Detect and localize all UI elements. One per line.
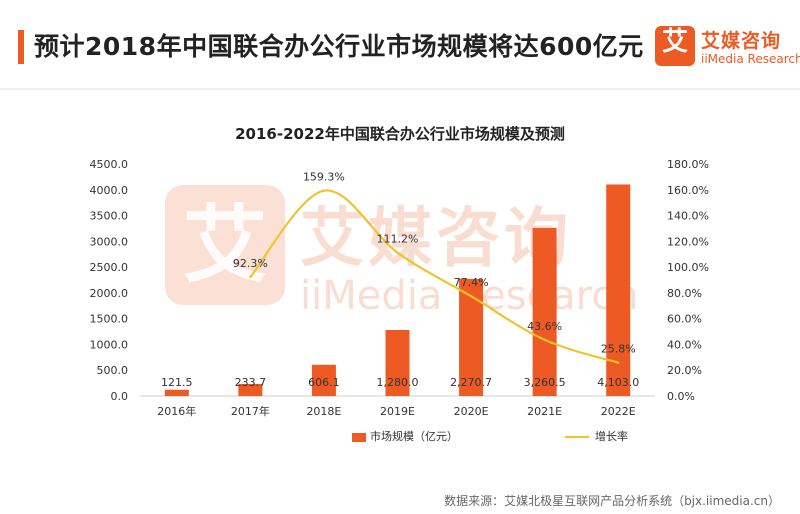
legend-line-swatch-icon — [565, 436, 589, 438]
growth-rate-point — [469, 295, 473, 298]
y-left-tick-label: 500.0 — [97, 364, 129, 377]
y-left-tick-label: 3000.0 — [90, 235, 129, 248]
bar — [606, 184, 631, 396]
header-divider — [0, 88, 800, 90]
y-left-tick-label: 2500.0 — [90, 261, 129, 274]
logo-name-cn: 艾媒咨询 — [701, 30, 782, 52]
logo-mark-glyph: 艾 — [661, 27, 688, 57]
y-right-tick-label: 20.0% — [667, 364, 702, 377]
y-right-tick-label: 0.0% — [667, 390, 695, 403]
y-left-tick-label: 4000.0 — [90, 184, 129, 197]
x-tick-label: 2019E — [380, 405, 415, 418]
x-tick-label: 2016年 — [157, 404, 196, 418]
y-right-tick-label: 60.0% — [667, 313, 702, 326]
y-right-tick-label: 80.0% — [667, 287, 702, 300]
growth-rate-label: 43.6% — [527, 320, 562, 333]
bar-value-label: 606.1 — [308, 376, 340, 389]
bar-value-label: 3,260.5 — [524, 376, 566, 389]
bar — [532, 227, 557, 396]
y-left-tick-label: 2000.0 — [90, 287, 129, 300]
bar-value-label: 1,280.0 — [377, 376, 419, 389]
y-right-tick-label: 160.0% — [667, 184, 709, 197]
y-right-tick-label: 180.0% — [667, 158, 709, 171]
page-title: 预计2018年中国联合办公行业市场规模将达600亿元 — [34, 32, 644, 61]
growth-rate-label: 159.3% — [303, 171, 345, 184]
growth-rate-label: 92.3% — [233, 257, 268, 270]
brand-logo: 艾 艾媒咨询 iiMedia Research — [655, 22, 800, 72]
y-right-tick-label: 100.0% — [667, 261, 709, 274]
bar-value-label: 4,103.0 — [597, 376, 639, 389]
logo-name-en: iiMedia Research — [701, 52, 800, 66]
bar-value-label: 2,270.7 — [450, 376, 492, 389]
y-left-tick-label: 1000.0 — [90, 338, 129, 351]
growth-rate-point — [249, 275, 252, 279]
growth-rate-label: 111.2% — [377, 233, 419, 246]
growth-rate-point — [617, 361, 620, 364]
x-tick-label: 2021E — [527, 405, 562, 418]
title-accent-bar — [18, 30, 24, 64]
y-left-tick-label: 4500.0 — [90, 158, 129, 171]
growth-rate-point — [396, 251, 399, 254]
y-left-tick-label: 1500.0 — [90, 313, 129, 326]
legend-item-growth-rate: 增长率 — [565, 428, 628, 444]
bar — [238, 383, 263, 396]
x-tick-label: 2022E — [601, 405, 636, 418]
bar — [164, 389, 189, 396]
x-tick-label: 2017年 — [231, 404, 270, 418]
x-tick-label: 2020E — [454, 405, 489, 418]
y-right-tick-label: 40.0% — [667, 338, 702, 351]
bar — [311, 364, 336, 396]
growth-rate-label: 25.8% — [601, 343, 636, 356]
bar-value-label: 121.5 — [161, 376, 193, 389]
legend-label-market-size: 市场规模（亿元） — [370, 430, 458, 443]
y-right-tick-label: 140.0% — [667, 210, 709, 223]
growth-rate-line — [249, 189, 619, 364]
growth-rate-label: 77.4% — [454, 276, 489, 289]
y-left-tick-label: 0.0 — [111, 390, 129, 403]
legend-bar-swatch-icon — [352, 432, 366, 442]
growth-rate-point — [543, 338, 546, 342]
growth-rate-point — [322, 189, 326, 192]
logo-mark-icon — [655, 26, 695, 66]
y-right-tick-label: 120.0% — [667, 235, 709, 248]
bar — [385, 330, 410, 396]
legend-label-growth-rate: 增长率 — [595, 430, 628, 443]
y-left-tick-label: 3500.0 — [90, 210, 129, 223]
data-source: 数据来源：艾媒北极星互联网产品分析系统（bjx.iimedia.cn） — [444, 494, 780, 508]
x-tick-label: 2018E — [306, 405, 341, 418]
chart-title: 2016-2022年中国联合办公行业市场规模及预测 — [235, 125, 565, 143]
legend-item-market-size: 市场规模（亿元） — [352, 428, 458, 444]
bar — [459, 278, 484, 396]
bar-value-label: 233.7 — [235, 376, 267, 389]
